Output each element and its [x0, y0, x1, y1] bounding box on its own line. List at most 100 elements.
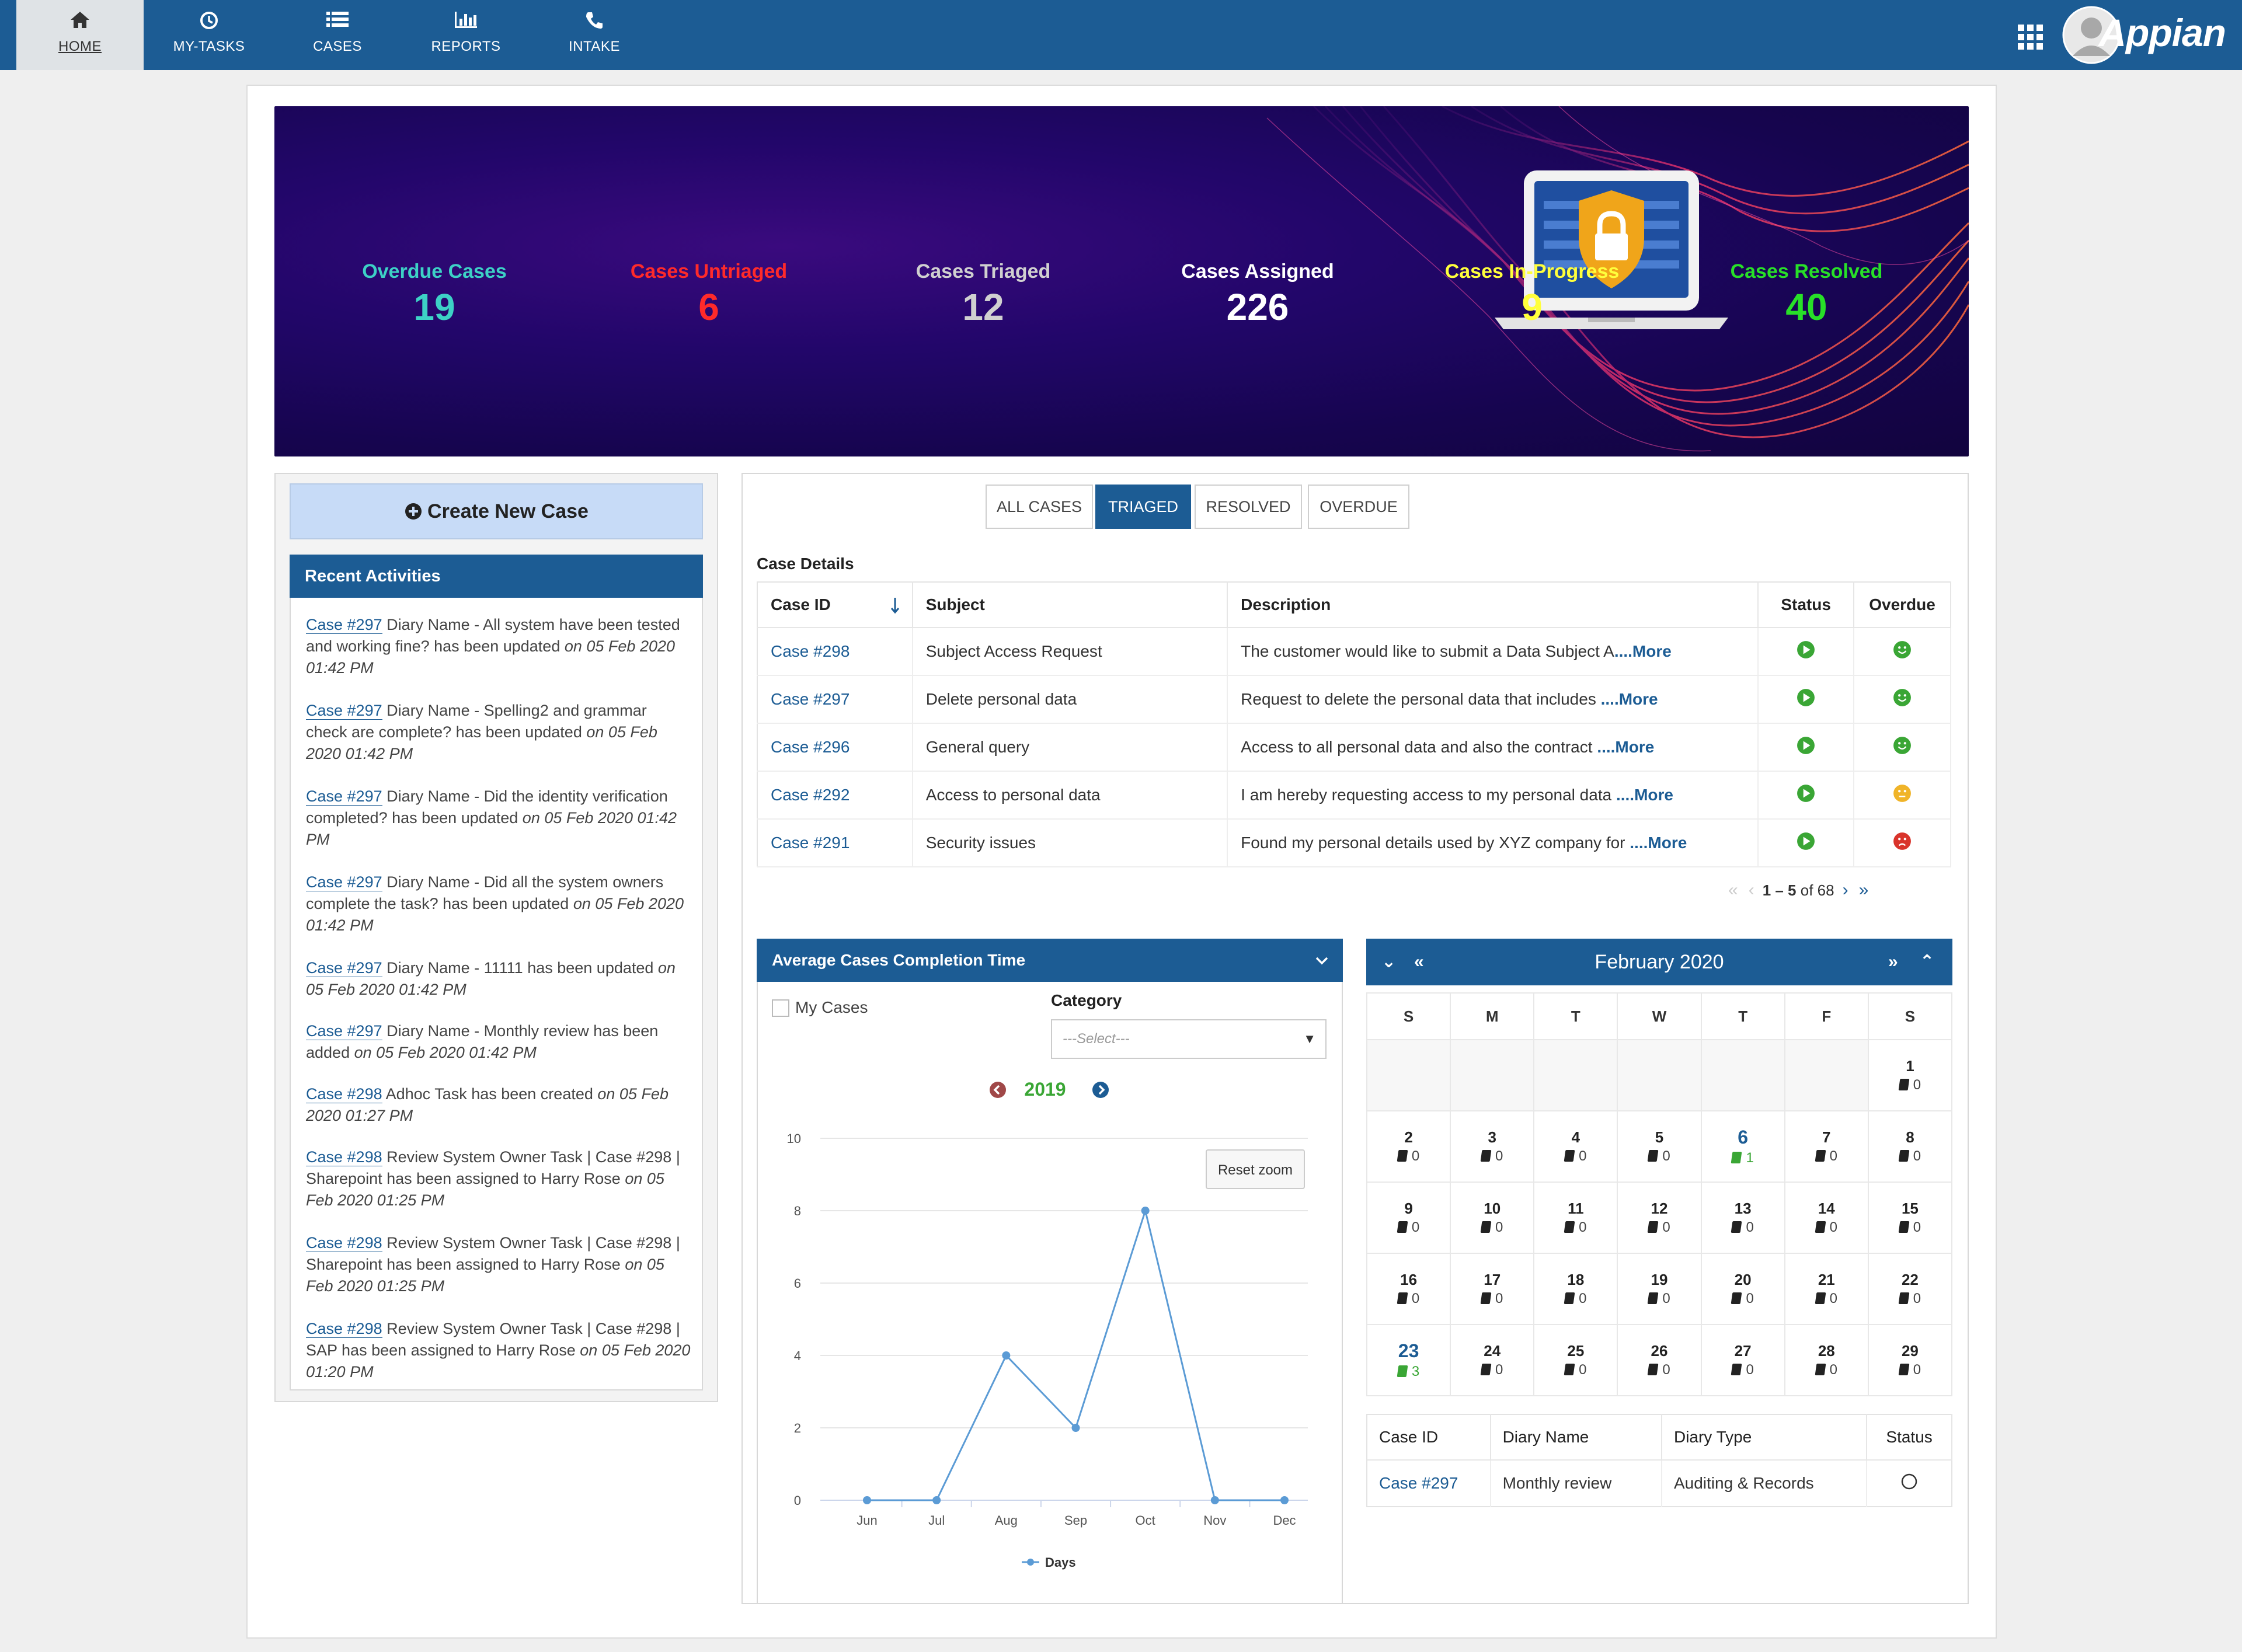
create-new-case-button[interactable]: Create New Case: [290, 483, 703, 539]
collapse-all-icon[interactable]: ⌄: [1381, 952, 1397, 971]
calendar-day[interactable]: 16 0: [1366, 1253, 1451, 1325]
app-grid-icon[interactable]: [2018, 25, 2043, 50]
nav-cases[interactable]: CASES: [273, 0, 402, 70]
more-link[interactable]: ....More: [1616, 786, 1673, 804]
status-circle-icon[interactable]: [1900, 1473, 1918, 1490]
col-case-id[interactable]: Case ID: [757, 582, 913, 628]
my-cases-checkbox[interactable]: [772, 999, 789, 1017]
stat-cases-assigned[interactable]: Cases Assigned 226: [1123, 260, 1392, 329]
case-id-cell[interactable]: Case #297: [757, 675, 913, 724]
tab-triaged[interactable]: TRIAGED: [1095, 485, 1191, 529]
data-point[interactable]: [1280, 1496, 1289, 1504]
calendar-day[interactable]: 23 3: [1366, 1324, 1451, 1396]
table-row[interactable]: Case #297 Delete personal data Request to …: [757, 675, 1951, 724]
data-point[interactable]: [932, 1496, 941, 1504]
activity-case-link[interactable]: Case #298: [306, 1148, 382, 1166]
next-year-icon[interactable]: [1092, 1081, 1109, 1099]
next-page-icon[interactable]: ›: [1842, 880, 1848, 900]
data-point[interactable]: [1141, 1207, 1150, 1215]
more-link[interactable]: ....More: [1597, 738, 1655, 756]
calendar-day[interactable]: 26 0: [1617, 1324, 1702, 1396]
first-page-icon[interactable]: «: [1728, 880, 1738, 900]
chart-legend[interactable]: Days: [1022, 1555, 1076, 1570]
reset-zoom-button[interactable]: Reset zoom: [1206, 1149, 1305, 1189]
activity-case-link[interactable]: Case #297: [306, 1022, 382, 1040]
case-id-link[interactable]: Case #292: [771, 786, 850, 804]
activity-case-link[interactable]: Case #297: [306, 702, 382, 720]
tab-resolved[interactable]: RESOLVED: [1195, 485, 1302, 529]
calendar-day[interactable]: 10 0: [1450, 1182, 1535, 1254]
more-link[interactable]: ....More: [1614, 642, 1672, 660]
nav-my-tasks[interactable]: MY-TASKS: [145, 0, 273, 70]
stat-cases-triaged[interactable]: Cases Triaged 12: [849, 260, 1117, 329]
completion-time-header[interactable]: Average Cases Completion Time: [757, 939, 1343, 982]
calendar-day[interactable]: 14 0: [1784, 1182, 1869, 1254]
calendar-day[interactable]: 11 0: [1533, 1182, 1618, 1254]
stat-overdue-cases[interactable]: Overdue Cases 19: [300, 260, 569, 329]
stat-cases-in-progress[interactable]: Cases In-Progress 9: [1398, 260, 1666, 329]
table-row[interactable]: Case #291 Security issues Found my persona…: [757, 819, 1951, 867]
sort-down-icon[interactable]: [890, 597, 900, 614]
activity-case-link[interactable]: Case #297: [306, 873, 382, 891]
table-row[interactable]: Case #298 Subject Access Request The custo…: [757, 628, 1951, 676]
more-link[interactable]: ....More: [1600, 690, 1658, 708]
calendar-day[interactable]: 15 0: [1867, 1182, 1953, 1254]
prev-month-icon[interactable]: «: [1414, 952, 1424, 971]
table-row[interactable]: Case #296 General query Access to all pers…: [757, 723, 1951, 772]
tab-all-cases[interactable]: ALL CASES: [986, 485, 1093, 529]
calendar-day[interactable]: 28 0: [1784, 1324, 1869, 1396]
calendar-day[interactable]: 17 0: [1450, 1253, 1535, 1325]
activity-case-link[interactable]: Case #297: [306, 959, 382, 977]
case-id-cell[interactable]: Case #298: [757, 628, 913, 676]
activity-case-link[interactable]: Case #298: [306, 1320, 382, 1338]
activity-case-link[interactable]: Case #298: [306, 1085, 382, 1103]
prev-year-icon[interactable]: [989, 1081, 1007, 1099]
calendar-day[interactable]: 22 0: [1867, 1253, 1953, 1325]
data-point[interactable]: [863, 1496, 871, 1504]
table-row[interactable]: Case #292 Access to personal data I am her…: [757, 771, 1951, 820]
stat-cases-untriaged[interactable]: Cases Untriaged 6: [575, 260, 843, 329]
calendar-day[interactable]: 20 0: [1700, 1253, 1785, 1325]
expand-up-icon[interactable]: ⌃: [1920, 952, 1935, 971]
user-avatar-icon[interactable]: [2062, 6, 2121, 64]
nav-home[interactable]: HOME: [16, 0, 144, 70]
calendar-day[interactable]: 27 0: [1700, 1324, 1785, 1396]
data-point[interactable]: [1002, 1351, 1011, 1360]
next-month-icon[interactable]: »: [1888, 952, 1898, 971]
case-id-cell[interactable]: Case #296: [757, 723, 913, 772]
nav-reports[interactable]: REPORTS: [402, 0, 530, 70]
case-id-link[interactable]: Case #291: [771, 834, 850, 852]
data-point[interactable]: [1071, 1424, 1080, 1432]
last-page-icon[interactable]: »: [1858, 880, 1869, 900]
diary-case-link[interactable]: Case #297: [1367, 1460, 1491, 1507]
case-id-cell[interactable]: Case #292: [757, 771, 913, 820]
stat-cases-resolved[interactable]: Cases Resolved 40: [1672, 260, 1941, 329]
calendar-day[interactable]: 19 0: [1617, 1253, 1702, 1325]
activity-case-link[interactable]: Case #297: [306, 616, 382, 634]
case-id-link[interactable]: Case #297: [771, 690, 850, 708]
play-status-icon[interactable]: [1797, 640, 1815, 659]
calendar-day[interactable]: 24 0: [1450, 1324, 1535, 1396]
tab-overdue[interactable]: OVERDUE: [1308, 485, 1409, 529]
calendar-day[interactable]: 18 0: [1533, 1253, 1618, 1325]
chevron-down-icon[interactable]: [1315, 956, 1329, 966]
activity-case-link[interactable]: Case #297: [306, 787, 382, 806]
calendar-day[interactable]: 29 0: [1867, 1324, 1953, 1396]
case-id-link[interactable]: Case #298: [771, 642, 850, 660]
play-status-icon[interactable]: [1797, 688, 1815, 707]
play-status-icon[interactable]: [1797, 832, 1815, 851]
category-select[interactable]: ---Select--- ▼: [1051, 1019, 1327, 1059]
data-point[interactable]: [1210, 1496, 1219, 1504]
calendar-day[interactable]: 21 0: [1784, 1253, 1869, 1325]
activity-case-link[interactable]: Case #298: [306, 1234, 382, 1252]
calendar-day[interactable]: 12 0: [1617, 1182, 1702, 1254]
